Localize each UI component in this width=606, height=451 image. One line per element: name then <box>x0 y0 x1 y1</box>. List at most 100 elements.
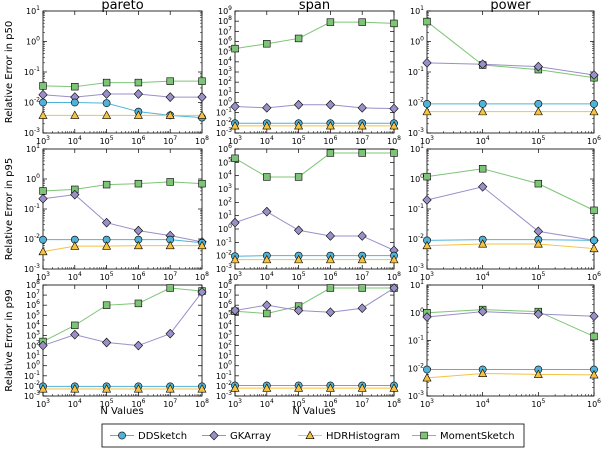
point-DDSketch <box>39 98 47 107</box>
point-MomentSketch <box>231 154 239 163</box>
y-tick-label: 10-3 <box>216 127 232 138</box>
point-HDRHistogram <box>38 110 48 119</box>
x-tick-label: 104 <box>260 398 274 409</box>
x-tick-label: 107 <box>163 398 177 409</box>
point-GKArray <box>389 283 399 293</box>
y-tick-label: 105 <box>26 309 40 320</box>
y-tick-label: 10-2 <box>24 97 40 108</box>
point-MomentSketch <box>423 172 431 181</box>
panel-3: 10-3 10-2 10-1 100 101 103 104 105 106 power <box>408 0 601 146</box>
panel-frame <box>234 148 395 270</box>
x-tick-label: 108 <box>387 398 401 409</box>
point-GKArray <box>262 300 272 311</box>
series-line-HDRHistogram <box>42 245 202 253</box>
y-tick-label: 101 <box>26 350 40 361</box>
point-DDSketch <box>423 365 431 374</box>
point-HDRHistogram <box>230 121 240 130</box>
point-HDRHistogram <box>478 368 488 377</box>
point-HDRHistogram <box>70 241 80 250</box>
point-HDRHistogram <box>70 110 80 119</box>
point-HDRHistogram <box>325 383 335 392</box>
series-line-MomentSketch <box>42 80 202 88</box>
point-MomentSketch <box>198 179 206 188</box>
panel-title: power <box>490 0 531 13</box>
point-HDRHistogram <box>133 110 143 119</box>
x-tick-label: 103 <box>36 135 50 146</box>
series-line-MomentSketch <box>234 21 395 50</box>
x-tick-label: 107 <box>355 398 369 409</box>
series-line-GKArray <box>426 62 595 76</box>
point-MomentSketch <box>231 44 239 53</box>
point-HDRHistogram <box>589 369 599 379</box>
point-HDRHistogram <box>294 383 304 392</box>
y-tick-label: 101 <box>218 210 232 221</box>
y-tick-label: 10-3 <box>24 263 40 274</box>
point-HDRHistogram <box>70 384 80 393</box>
x-tick-label: 105 <box>100 271 114 282</box>
point-MomentSketch <box>263 309 271 318</box>
panel-2: 10-310-210-11001011021031041051061071081… <box>216 0 401 146</box>
point-GKArray <box>422 195 432 205</box>
point-MomentSketch <box>102 78 111 87</box>
point-HDRHistogram <box>533 369 543 378</box>
point-GKArray <box>133 225 144 236</box>
y-tick-label: 100 <box>26 173 40 184</box>
point-MomentSketch <box>102 180 111 189</box>
x-tick-label: 104 <box>68 398 82 409</box>
x-tick-label: 107 <box>355 271 369 282</box>
series-line-GKArray <box>426 186 595 241</box>
y-tick-label: 10-2 <box>408 233 424 244</box>
point-GKArray <box>533 309 543 319</box>
panel-frame <box>42 148 203 270</box>
y-tick-label: 106 <box>26 299 40 310</box>
series-line-MomentSketch <box>42 287 203 342</box>
point-HDRHistogram <box>262 383 272 392</box>
point-GKArray <box>293 99 304 110</box>
point-MomentSketch <box>358 149 366 157</box>
y-tick-label: 105 <box>218 46 232 57</box>
legend-label-DDSketch: DDSketch <box>138 431 187 442</box>
series-line-DDSketch <box>43 239 203 244</box>
y-tick-label: 100 <box>410 307 424 318</box>
panel-frame <box>234 10 395 134</box>
series-line-DDSketch <box>426 239 595 241</box>
y-tick-label: 100 <box>410 36 424 47</box>
panel-frame <box>42 284 203 397</box>
y-tick-label: 10-1 <box>408 203 424 214</box>
x-tick-label: 108 <box>387 271 401 282</box>
point-GKArray <box>133 89 144 99</box>
point-MomentSketch <box>590 332 598 341</box>
y-tick-label: 101 <box>410 5 424 16</box>
y-tick-label: 107 <box>218 25 232 36</box>
point-MomentSketch <box>294 173 303 181</box>
y-tick-label: 106 <box>218 299 232 310</box>
point-MomentSketch <box>263 173 271 181</box>
y-tick-label: 106 <box>218 143 232 154</box>
point-MomentSketch <box>326 149 335 157</box>
x-tick-label: 105 <box>292 398 306 409</box>
x-tick-label: 107 <box>163 271 177 282</box>
y-tick-label: 104 <box>26 319 40 330</box>
y-tick-label: 101 <box>410 279 424 290</box>
legend-marker-HDRHistogram <box>305 430 315 440</box>
point-HDRHistogram <box>133 240 143 250</box>
point-MomentSketch <box>478 165 487 173</box>
panel-frame <box>426 10 595 134</box>
point-HDRHistogram <box>589 243 599 253</box>
point-DDSketch <box>39 235 47 244</box>
point-GKArray <box>422 57 432 68</box>
point-HDRHistogram <box>478 239 488 248</box>
series-line-GKArray <box>234 211 395 251</box>
y-tick-label: 101 <box>410 143 424 154</box>
panel-ylabel: Relative Error in p50 <box>4 21 15 123</box>
panel-frame <box>42 10 203 134</box>
y-tick-label: 10-3 <box>216 390 232 401</box>
point-MomentSketch <box>358 18 366 26</box>
series-line-GKArray <box>42 93 202 98</box>
series-line-GKArray <box>42 291 203 347</box>
point-HDRHistogram <box>422 106 432 116</box>
point-HDRHistogram <box>230 383 240 392</box>
y-tick-label: 101 <box>26 143 40 154</box>
point-HDRHistogram <box>102 241 112 250</box>
